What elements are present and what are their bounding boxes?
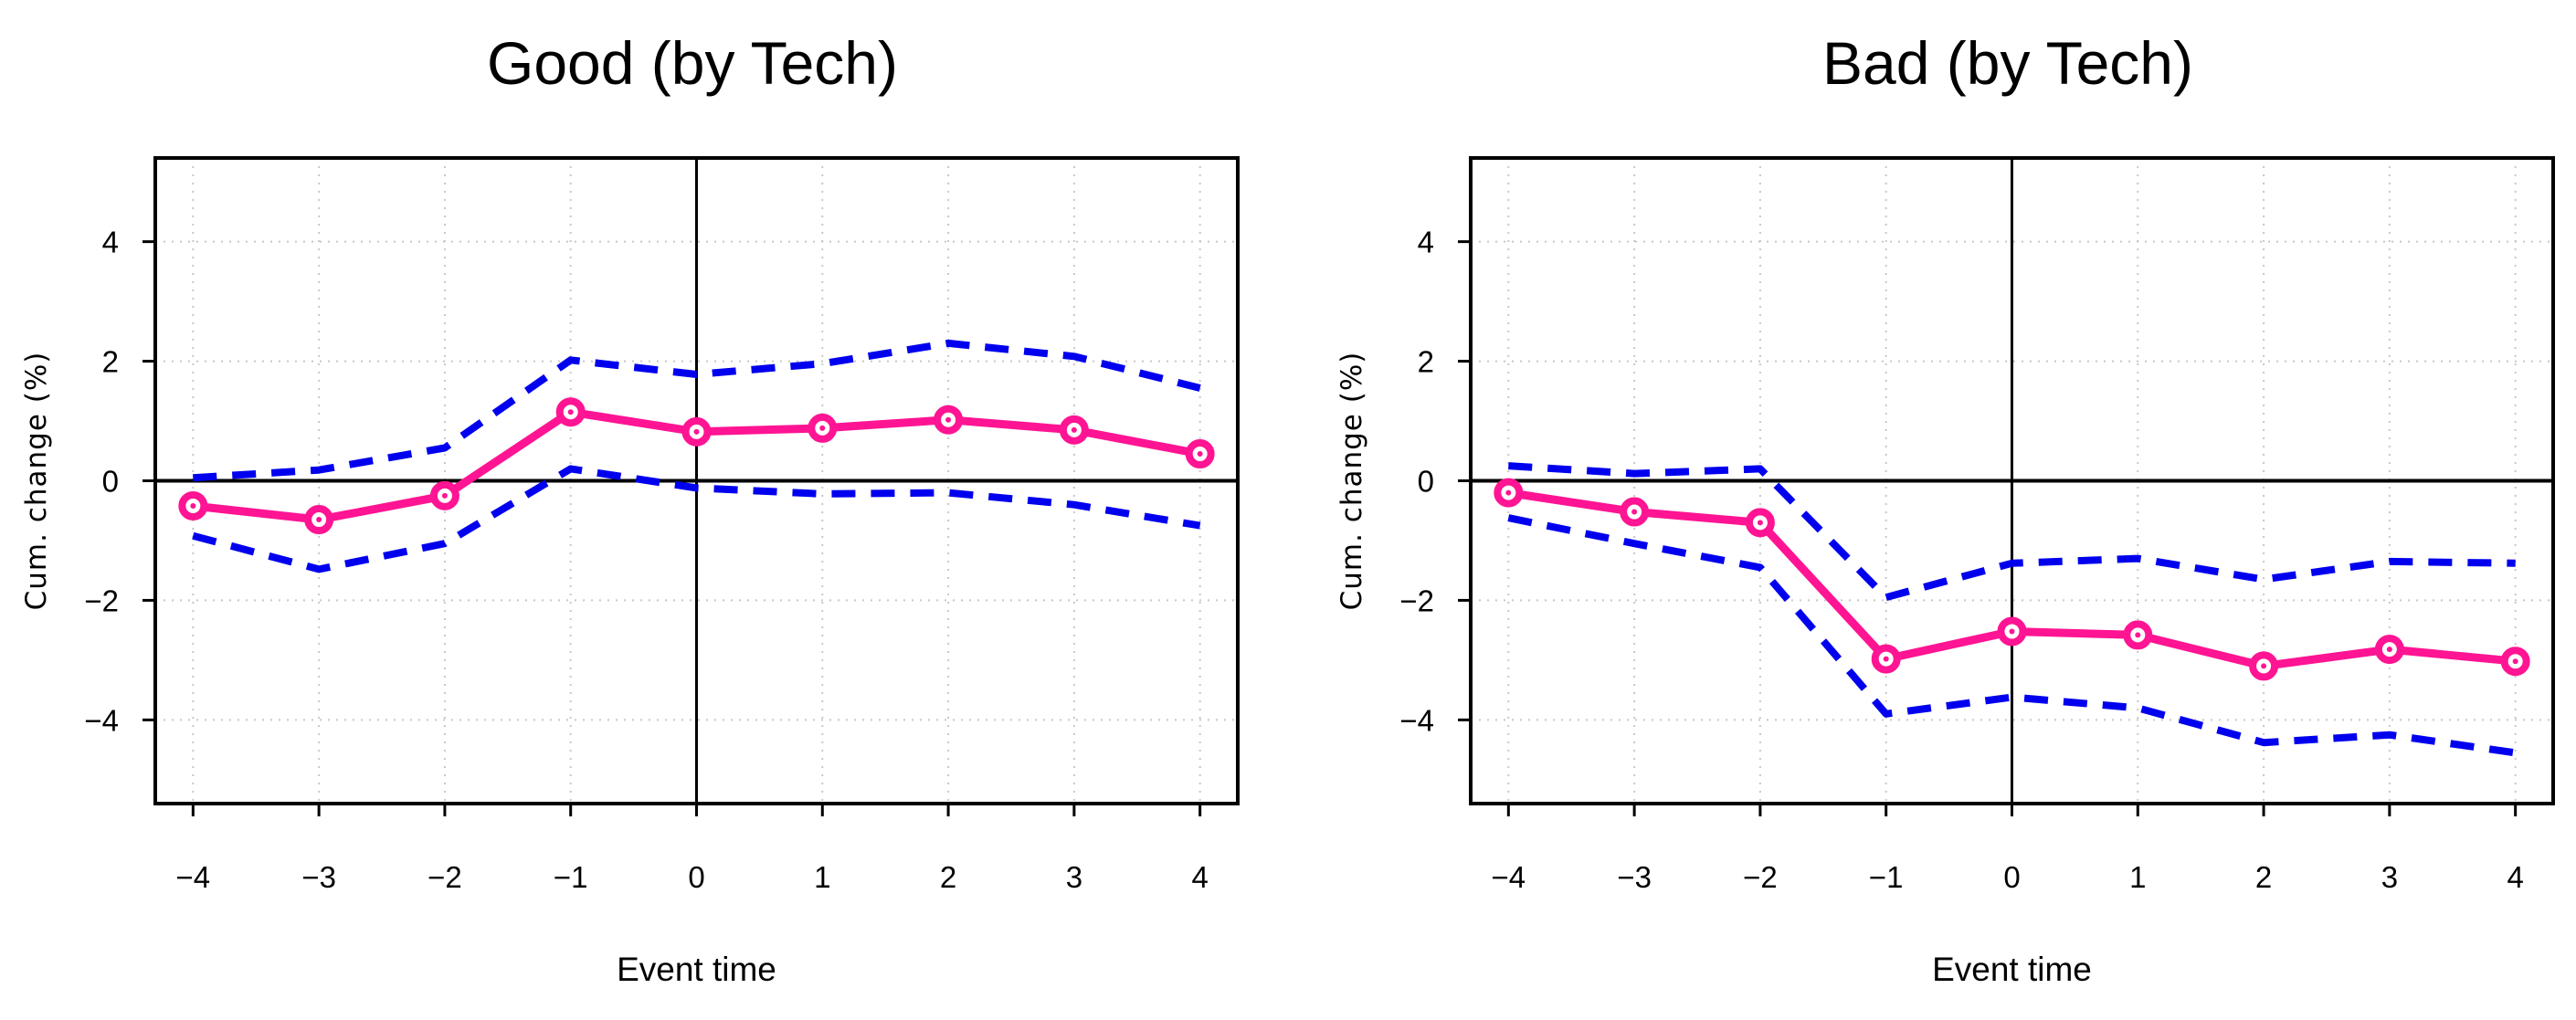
x-tick-label: −4 — [1492, 860, 1526, 894]
x-tick-label: 1 — [2129, 860, 2146, 894]
series-point-center — [567, 409, 574, 415]
y-tick-label: 4 — [102, 226, 119, 259]
x-tick-label: −3 — [301, 860, 336, 894]
series-point-center — [2009, 628, 2015, 635]
x-tick-label: 0 — [2003, 860, 2020, 894]
y-tick-label: 2 — [102, 345, 119, 379]
x-tick-label: 0 — [688, 860, 704, 894]
y-tick-label: 0 — [102, 465, 119, 499]
x-tick-label: −3 — [1617, 860, 1652, 894]
x-tick-label: 4 — [1191, 860, 1208, 894]
x-tick-label: 4 — [2507, 860, 2523, 894]
series-line-lower — [1507, 514, 2517, 757]
y-tick-label: −2 — [1399, 584, 1434, 617]
chart-title: Bad (by Tech) — [1822, 29, 2193, 97]
series-point-center — [2261, 663, 2267, 669]
panel-bad-by-tech: Bad (by Tech) −4 −3 −2 −1 0 1 2 3 4 −4 −2 0 2 4 Event t… — [1336, 29, 2555, 988]
series-point-center — [2512, 658, 2518, 665]
series-point-center — [1631, 509, 1638, 515]
series-point-center — [1197, 451, 1203, 457]
series-point-center — [1757, 520, 1763, 526]
y-axis-label: Cum. change (%) — [20, 352, 53, 611]
y-axis-label: Cum. change (%) — [1336, 352, 1368, 611]
x-tick-label: 2 — [2255, 860, 2272, 894]
x-tick-label: −2 — [428, 860, 462, 894]
x-axis-label: Event time — [617, 951, 776, 988]
y-tick-label: −4 — [84, 703, 119, 737]
panel-good-by-tech: Good (by Tech) −4 −3 −2 −1 0 1 2 3 4 −4 −2 0 2 4 Event … — [20, 29, 1240, 988]
y-tick-label: 2 — [1418, 345, 1434, 379]
series-point-center — [316, 517, 322, 523]
x-tick-label: 3 — [2381, 860, 2398, 894]
x-tick-label: −1 — [1869, 860, 1904, 894]
series-point-center — [2135, 632, 2141, 638]
series-point-center — [945, 416, 952, 423]
x-tick-label: −4 — [176, 860, 211, 894]
series-point-center — [1505, 489, 1512, 496]
series-point-center — [819, 425, 826, 431]
x-tick-label: 3 — [1066, 860, 1082, 894]
series-point-center — [693, 428, 700, 435]
series-line-upper — [1508, 462, 2516, 602]
y-tick-label: 4 — [1418, 226, 1434, 259]
x-axis-label: Event time — [1932, 951, 2092, 988]
x-tick-label: −2 — [1743, 860, 1778, 894]
y-tick-label: −2 — [84, 584, 119, 617]
series-point-center — [190, 502, 196, 509]
series-line-lower — [192, 465, 1201, 573]
series-point-center — [1883, 656, 1889, 662]
x-tick-label: 1 — [814, 860, 830, 894]
series-point-center — [441, 492, 448, 499]
x-tick-label: 2 — [940, 860, 956, 894]
x-tick-label: −1 — [554, 860, 588, 894]
chart-title: Good (by Tech) — [487, 29, 898, 97]
y-tick-label: −4 — [1399, 703, 1434, 737]
series-point-center — [1071, 426, 1077, 433]
y-tick-label: 0 — [1418, 465, 1434, 499]
series-point-center — [2386, 647, 2392, 653]
series-line-upper — [193, 339, 1201, 482]
